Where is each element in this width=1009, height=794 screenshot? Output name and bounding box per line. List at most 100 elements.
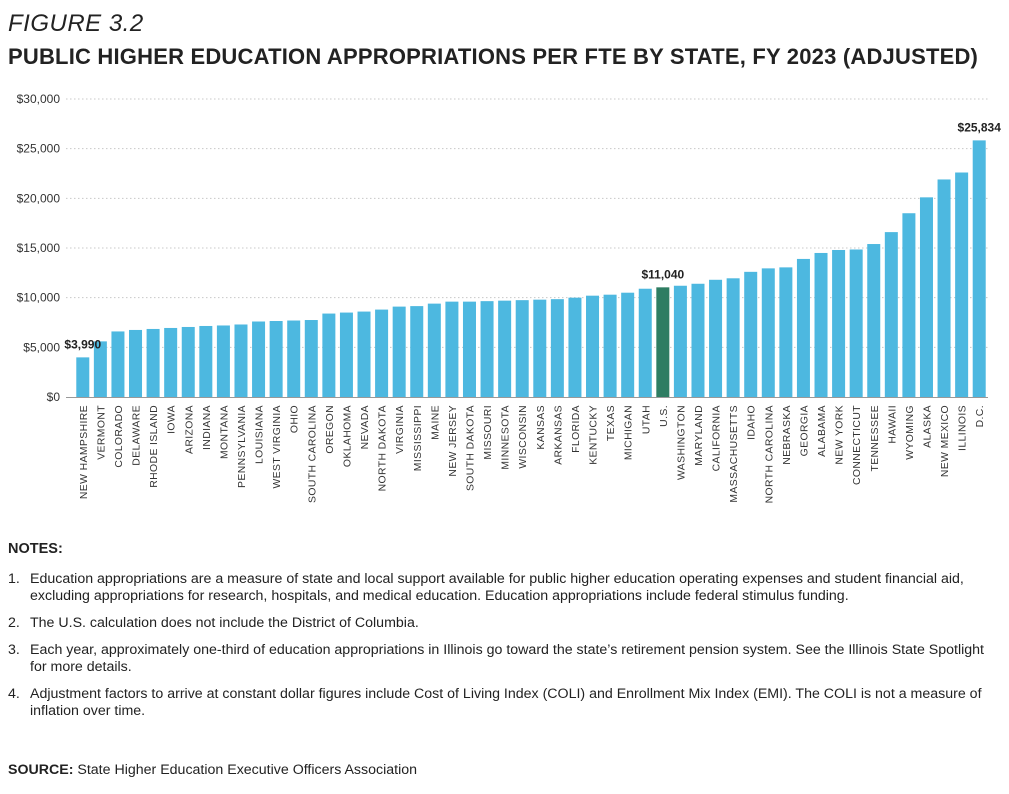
bar-kansas — [533, 299, 547, 397]
bar-new-mexico — [937, 179, 951, 397]
category-label: SOUTH CAROLINA — [307, 405, 318, 503]
bars — [76, 140, 986, 397]
figure-label: FIGURE 3.2 — [8, 10, 144, 37]
category-label: NEW HAMPSHIRE — [79, 405, 90, 499]
bar-massachusetts — [726, 278, 740, 397]
bar-illinois — [955, 172, 969, 397]
source-line: SOURCE: State Higher Education Executive… — [8, 762, 417, 778]
note-text: Each year, approximately one-third of ed… — [30, 642, 984, 675]
bar-minnesota — [498, 300, 512, 397]
y-tick-label: $10,000 — [17, 291, 61, 305]
category-label: ALASKA — [922, 405, 933, 448]
note-number: 1. — [8, 571, 20, 587]
category-label: MASSACHUSETTS — [729, 405, 740, 503]
y-tick-label: $25,000 — [17, 142, 61, 156]
category-label: MICHIGAN — [624, 405, 635, 460]
bar-pennsylvania — [234, 324, 248, 397]
bar-florida — [568, 297, 582, 397]
y-tick-label: $30,000 — [17, 92, 61, 106]
category-label: NEVADA — [360, 405, 371, 449]
category-label: MONTANA — [219, 405, 230, 459]
bar-idaho — [744, 271, 758, 397]
category-label: MISSISSIPPI — [413, 405, 424, 471]
category-label: TEXAS — [606, 405, 617, 441]
bar-mississippi — [410, 306, 424, 397]
y-axis-ticks: $0 $5,000 $10,000 $15,000 $20,000 $25,000 $30,… — [17, 92, 61, 404]
category-label: PENNSYLVANIA — [237, 405, 248, 488]
bar-wyoming — [902, 213, 916, 397]
y-tick-label: $20,000 — [17, 191, 61, 205]
notes-section: NOTES: 1. Education appropriations are a… — [8, 541, 998, 730]
category-label: MINNESOTA — [501, 405, 512, 470]
category-label: ARIZONA — [184, 405, 195, 454]
category-label: INDIANA — [202, 405, 213, 450]
note-text: Education appropriations are a measure o… — [30, 571, 964, 604]
bar-new-jersey — [445, 301, 459, 397]
category-label: UTAH — [641, 405, 652, 434]
note-item: 2. The U.S. calculation does not include… — [8, 615, 998, 632]
bar-wisconsin — [515, 300, 529, 397]
bar-north-carolina — [761, 268, 775, 397]
category-label: D.C. — [975, 405, 986, 427]
category-label: IOWA — [167, 405, 178, 434]
category-label: NORTH DAKOTA — [378, 405, 389, 491]
category-label: VERMONT — [96, 405, 107, 460]
note-item: 4. Adjustment factors to arrive at const… — [8, 686, 998, 720]
note-number: 2. — [8, 615, 20, 631]
bar-north-dakota — [375, 309, 389, 397]
category-label: OREGON — [325, 405, 336, 454]
bar-oklahoma — [339, 312, 353, 397]
source-text: State Higher Education Executive Officer… — [77, 762, 418, 778]
category-label: FLORIDA — [571, 405, 582, 453]
bar-colorado — [111, 331, 125, 397]
bar-maine — [427, 303, 441, 397]
source-label: SOURCE: — [8, 762, 74, 778]
category-label: SOUTH DAKOTA — [465, 405, 476, 491]
bar-west-virginia — [269, 321, 283, 397]
category-label: NORTH CAROLINA — [764, 405, 775, 503]
bar-alaska — [919, 197, 933, 397]
bar-rhode-island — [146, 328, 160, 397]
category-label: NEW MEXICO — [940, 405, 951, 477]
category-label: ARKANSAS — [553, 405, 564, 465]
notes-heading: NOTES: — [8, 541, 63, 557]
category-label: MAINE — [430, 405, 441, 440]
note-number: 4. — [8, 686, 20, 702]
category-label: MARYLAND — [694, 405, 705, 466]
category-label: COLORADO — [114, 405, 125, 468]
bar-connecticut — [849, 249, 863, 397]
bar-nevada — [357, 311, 371, 397]
category-label: LOUISIANA — [255, 405, 266, 464]
category-label: IDAHO — [747, 405, 758, 440]
bar-washington — [673, 285, 687, 397]
bar-utah — [638, 288, 652, 397]
note-text: Adjustment factors to arrive at constant… — [30, 686, 982, 719]
bar-texas — [603, 294, 617, 397]
category-label: VIRGINIA — [395, 405, 406, 454]
category-label: DELAWARE — [132, 405, 143, 466]
bar-oregon — [322, 313, 336, 397]
bar-delaware — [129, 329, 143, 397]
bar-nebraska — [779, 267, 793, 397]
bar-u-s — [656, 287, 670, 397]
category-label: GEORGIA — [799, 405, 810, 456]
category-label: WYOMING — [905, 405, 916, 460]
data-label: $25,834 — [958, 120, 1002, 134]
y-tick-label: $0 — [47, 390, 61, 404]
bar-new-hampshire — [76, 357, 90, 397]
category-label: TENNESSEE — [870, 405, 881, 472]
bar-vermont — [93, 341, 107, 397]
bar-maryland — [691, 283, 705, 397]
category-labels: NEW HAMPSHIRE VERMONT COLORADO DELAWARE RHOD… — [79, 405, 986, 504]
bar-arkansas — [550, 299, 564, 397]
data-labels: $3,990 $11,040 $25,834 — [64, 120, 1001, 351]
category-label: CALIFORNIA — [712, 405, 723, 471]
bar-georgia — [796, 258, 810, 397]
category-label: NEBRASKA — [782, 405, 793, 465]
note-item: 1. Education appropriations are a measur… — [8, 571, 998, 605]
category-label: OHIO — [290, 405, 301, 433]
data-label: $11,040 — [641, 267, 684, 281]
category-label: U.S. — [659, 405, 670, 427]
category-label: NEW YORK — [835, 405, 846, 465]
category-label: WASHINGTON — [676, 405, 687, 480]
